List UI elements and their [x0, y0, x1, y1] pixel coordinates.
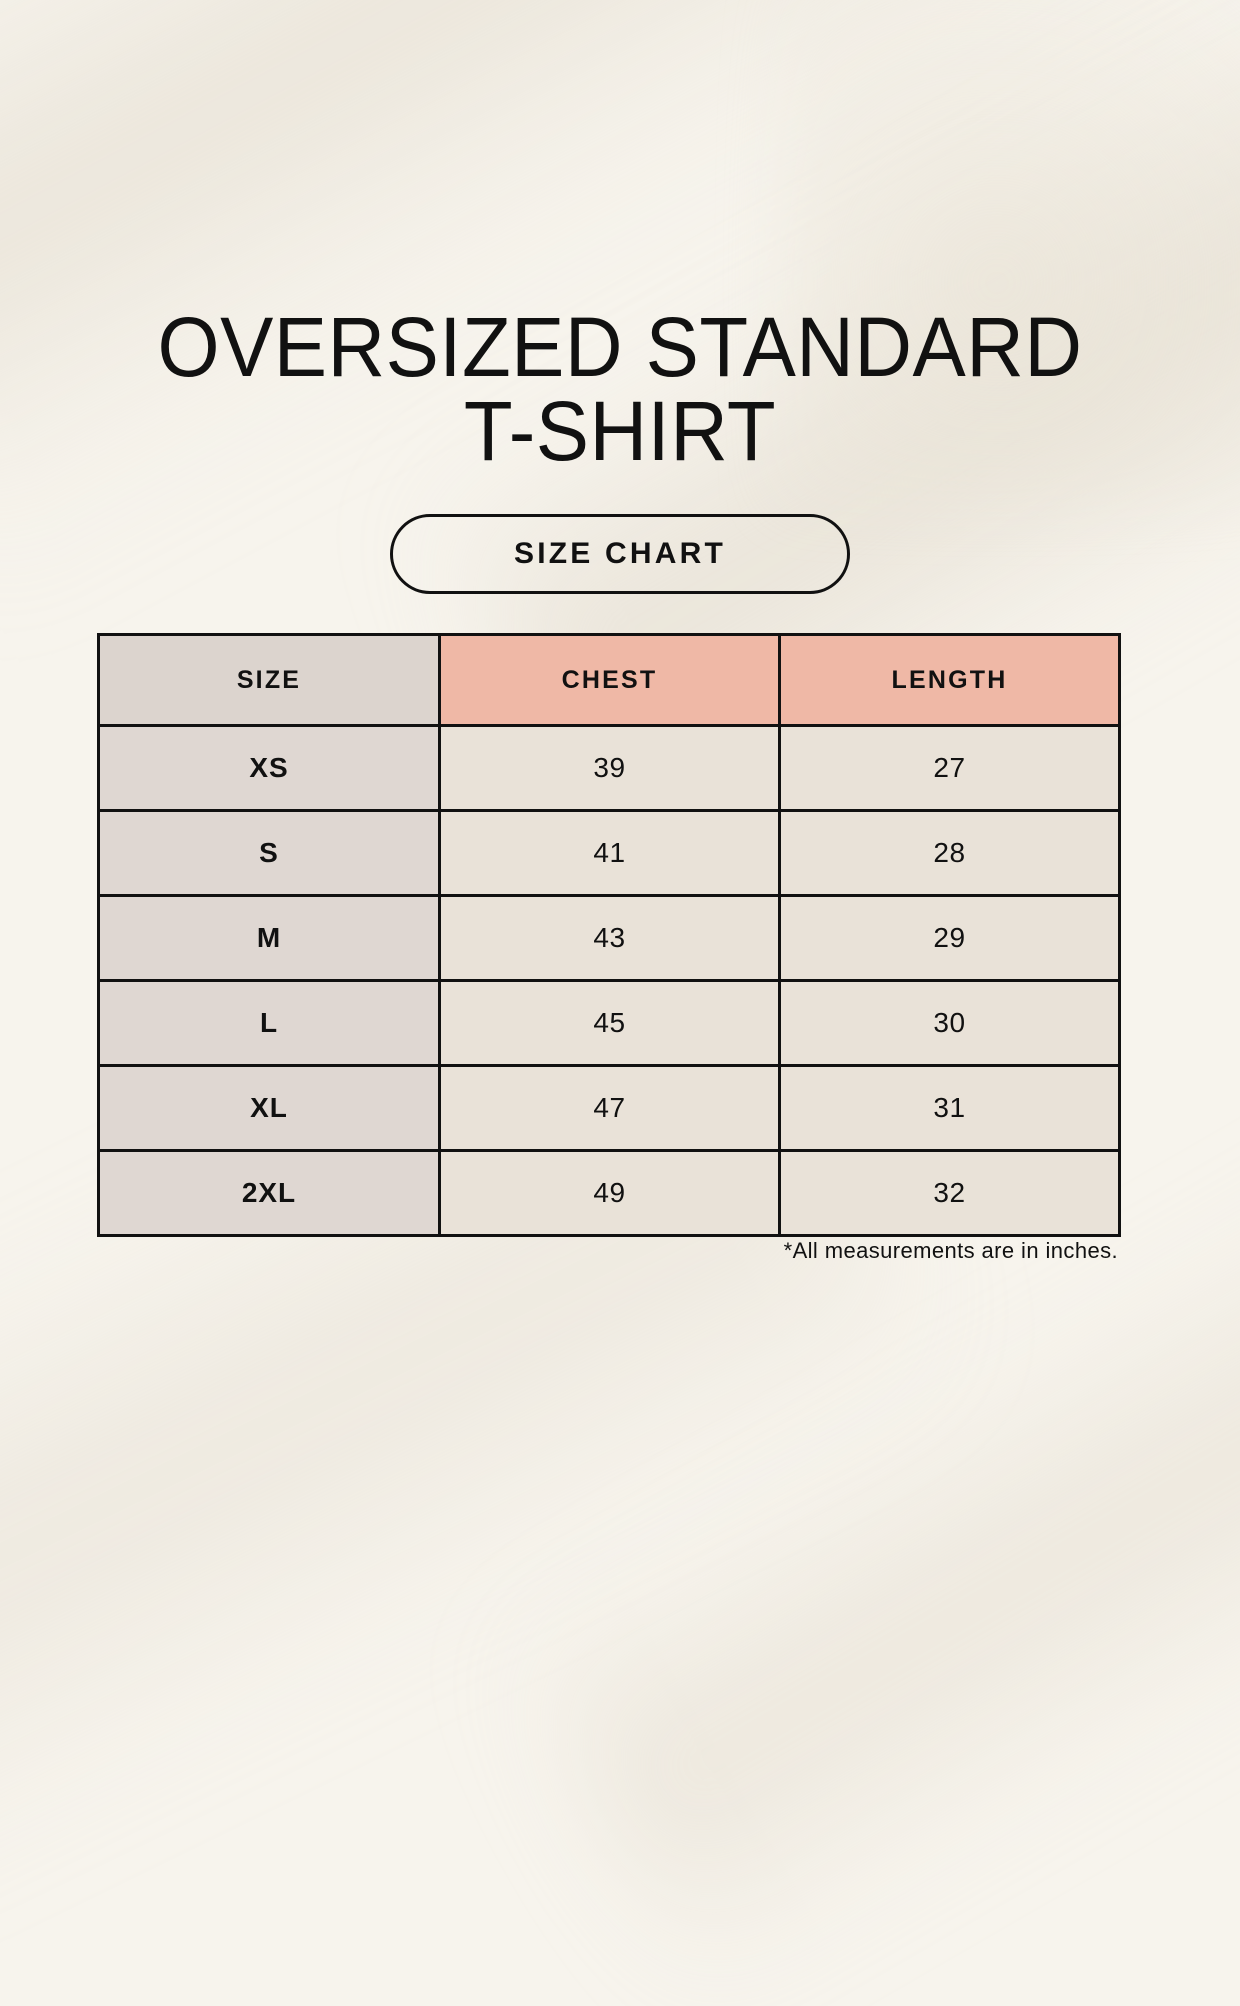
page-title-line-2: T-SHIRT: [463, 384, 777, 478]
cell-length-m: 29: [778, 894, 1121, 982]
column-header-length: LENGTH: [778, 633, 1121, 727]
table-row: L 45 30: [97, 979, 1121, 1067]
cell-size-l: L: [97, 979, 441, 1067]
cell-length-xs: 27: [778, 724, 1121, 812]
size-chart-table-wrapper: SIZE CHEST LENGTH XS 39 27 S 41 28 M: [97, 633, 1121, 1237]
cell-chest-xs: 39: [438, 724, 781, 812]
cell-length-s: 28: [778, 809, 1121, 897]
measurement-unit-note: *All measurements are in inches.: [783, 1238, 1118, 1263]
column-header-size: SIZE: [97, 633, 441, 727]
table-row: XL 47 31: [97, 1064, 1121, 1152]
cell-size-m: M: [97, 894, 441, 982]
cell-length-l: 30: [778, 979, 1121, 1067]
cell-size-xs: XS: [97, 724, 441, 812]
size-chart-badge: SIZE CHART: [390, 514, 850, 594]
cell-size-s: S: [97, 809, 441, 897]
table-row: S 41 28: [97, 809, 1121, 897]
size-chart-badge-row: SIZE CHART: [0, 514, 1240, 594]
cell-size-xl: XL: [97, 1064, 441, 1152]
column-header-chest: CHEST: [438, 633, 781, 727]
table-row: XS 39 27: [97, 724, 1121, 812]
cell-chest-xl: 47: [438, 1064, 781, 1152]
cell-length-xl: 31: [778, 1064, 1121, 1152]
page-title-line-1: OVERSIZED STANDARD: [157, 300, 1083, 394]
size-chart-table-body: XS 39 27 S 41 28 M 43 29 L 45 30: [97, 724, 1121, 1237]
table-row: M 43 29: [97, 894, 1121, 982]
cell-size-2xl: 2XL: [97, 1149, 441, 1237]
cell-length-2xl: 32: [778, 1149, 1121, 1237]
cell-chest-m: 43: [438, 894, 781, 982]
page-title: OVERSIZED STANDARD T-SHIRT: [0, 300, 1240, 478]
cell-chest-s: 41: [438, 809, 781, 897]
cell-chest-l: 45: [438, 979, 781, 1067]
cell-chest-2xl: 49: [438, 1149, 781, 1237]
table-header-row: SIZE CHEST LENGTH: [97, 633, 1121, 727]
table-row: 2XL 49 32: [97, 1149, 1121, 1237]
size-chart-table-head: SIZE CHEST LENGTH: [97, 633, 1121, 727]
size-chart-table: SIZE CHEST LENGTH XS 39 27 S 41 28 M: [97, 633, 1121, 1237]
size-chart-page: OVERSIZED STANDARD T-SHIRT SIZE CHART SI…: [0, 300, 1240, 1263]
